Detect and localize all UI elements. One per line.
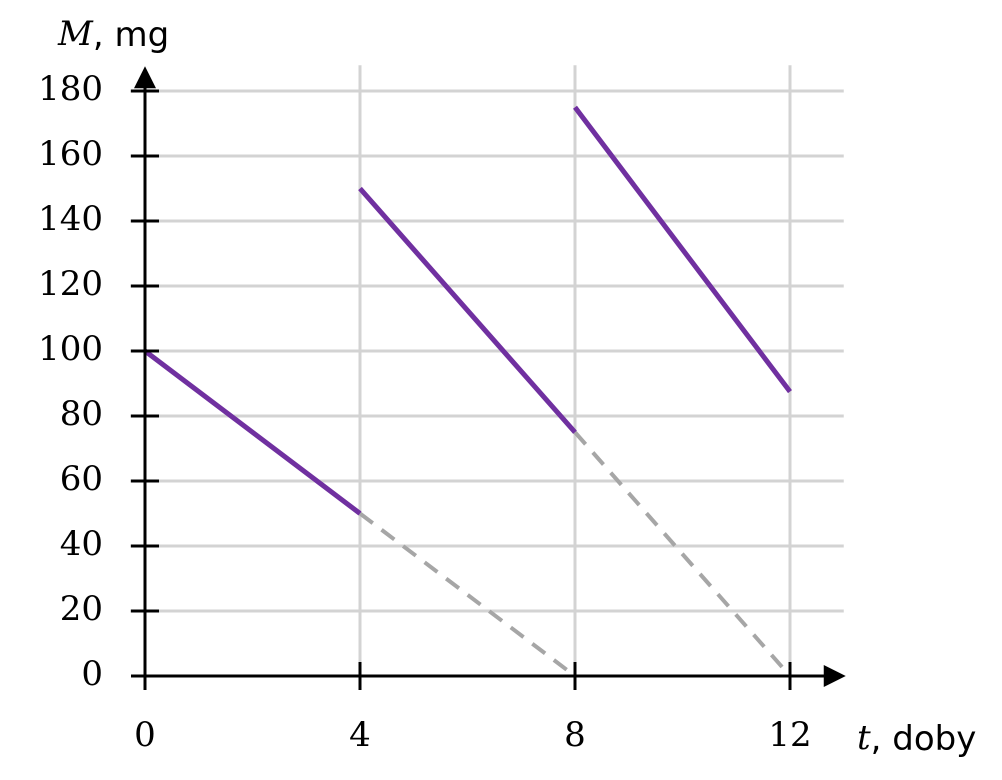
y-tick-label: 180 (38, 69, 103, 109)
y-tick-label: 40 (60, 524, 103, 564)
x-tick-label: 0 (134, 715, 156, 755)
y-tick-label: 20 (60, 589, 103, 629)
series-line (358, 430, 792, 678)
y-tick-label: 0 (81, 654, 103, 694)
x-axis-unit: , doby (871, 719, 977, 759)
x-axis-label: t, doby (857, 718, 976, 759)
x-tick-label: 8 (564, 715, 586, 755)
x-tick-label: 12 (768, 715, 811, 755)
series-line (143, 105, 792, 516)
y-axis-symbol: M (57, 14, 94, 54)
x-tick-label: 4 (349, 715, 371, 755)
x-axis-symbol: t (857, 718, 871, 758)
y-axis-label: M, mg (57, 14, 169, 55)
y-tick-label: 160 (38, 134, 103, 174)
y-axis-unit: , mg (93, 15, 169, 55)
x-axis-arrow (823, 665, 846, 687)
y-tick-label: 120 (38, 264, 103, 304)
y-tick-label: 100 (38, 329, 103, 369)
y-tick-label: 60 (60, 459, 103, 499)
y-tick-label: 140 (38, 199, 103, 239)
y-axis-arrow (134, 66, 156, 89)
y-tick-label: 80 (60, 394, 103, 434)
